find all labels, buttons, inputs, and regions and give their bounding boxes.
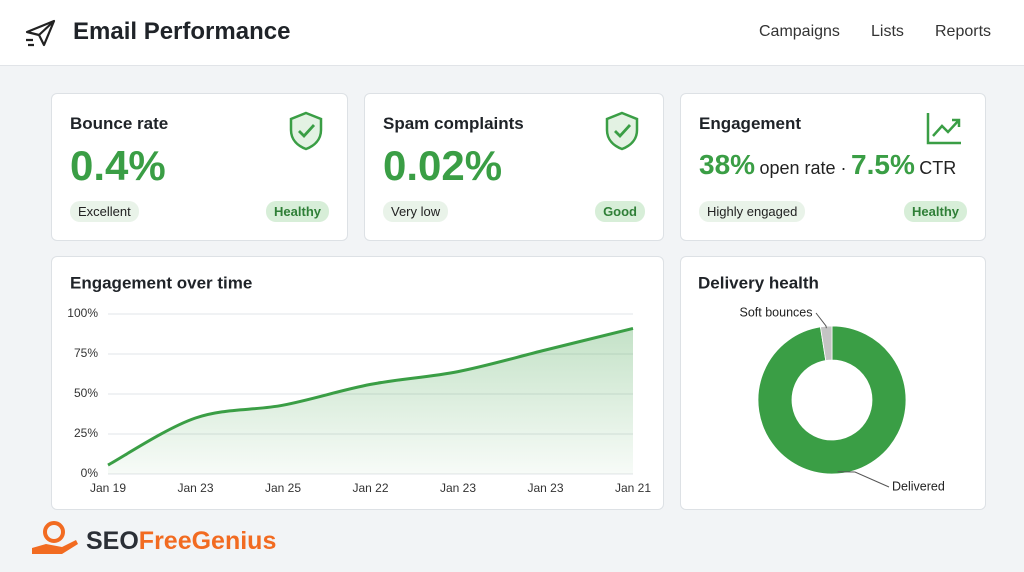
tag: Very low: [383, 201, 449, 222]
kpi-card: Spam complaints 0.02% Very low Good: [364, 93, 664, 241]
shield-icon: [289, 111, 323, 151]
open-rate-label: open rate ·: [759, 158, 847, 178]
card-title: Engagement: [699, 114, 802, 133]
card-title: Bounce rate: [70, 114, 169, 133]
chart-title: Engagement over time: [70, 273, 252, 292]
slice-label: Soft bounces: [740, 305, 813, 319]
x-tick-label: Jan 23: [177, 481, 213, 495]
x-tick-label: Jan 25: [265, 481, 301, 495]
kpi-card: Bounce rate 0.4% Excellent Healthy: [51, 93, 348, 241]
y-tick-label: 75%: [74, 346, 98, 360]
engagement-values: 38% open rate · 7.5% CTR: [699, 149, 956, 181]
y-tick-label: 50%: [74, 386, 98, 400]
card-value: 0.4%: [70, 142, 166, 189]
chart-title: Delivery health: [698, 273, 819, 292]
trend-icon: [926, 113, 961, 145]
ctr: 7.5%: [851, 149, 915, 180]
tag: Good: [595, 201, 645, 222]
ctr-label: CTR: [919, 158, 957, 178]
tag: Healthy: [266, 201, 329, 222]
brand-icon: [32, 521, 78, 554]
tag: Excellent: [70, 201, 139, 222]
app-title: Email Performance: [73, 18, 291, 45]
line: [107, 326, 634, 467]
header: Email Performance Campaigns Lists Report…: [0, 0, 1024, 66]
shield-icon: [605, 111, 639, 151]
brand-part: SEO: [86, 527, 139, 555]
y-tick-label: 100%: [67, 306, 98, 320]
brand-part: FreeGenius: [138, 527, 277, 555]
x-tick-label: Jan 19: [90, 481, 126, 495]
kpi-card: Engagement 38% open rate · 7.5% CTR High…: [680, 93, 986, 241]
leader-line: [837, 471, 890, 488]
card-value: 0.02%: [383, 142, 503, 189]
leader-line: [815, 312, 827, 329]
slice-label: Delivered: [892, 479, 945, 493]
x-tick-label: Jan 21: [615, 481, 651, 495]
open-rate: 38%: [699, 149, 756, 180]
y-tick-label: 25%: [74, 426, 98, 440]
donut-slice: [819, 325, 833, 361]
card-title: Spam complaints: [383, 114, 524, 133]
logo-icon: [25, 19, 56, 47]
tag: Healthy: [904, 201, 967, 222]
nav-link[interactable]: Reports: [935, 23, 992, 40]
y-tick-label: 0%: [81, 466, 99, 480]
x-tick-label: Jan 22: [352, 481, 388, 495]
brand: SEOFreeGenius: [86, 527, 276, 556]
donut-slice: [757, 325, 907, 475]
nav-link[interactable]: Lists: [871, 23, 904, 40]
nav-link[interactable]: Campaigns: [759, 23, 840, 40]
tag: Highly engaged: [699, 201, 806, 222]
x-tick-label: Jan 23: [440, 481, 476, 495]
x-tick-label: Jan 23: [527, 481, 563, 495]
area: [108, 328, 633, 474]
